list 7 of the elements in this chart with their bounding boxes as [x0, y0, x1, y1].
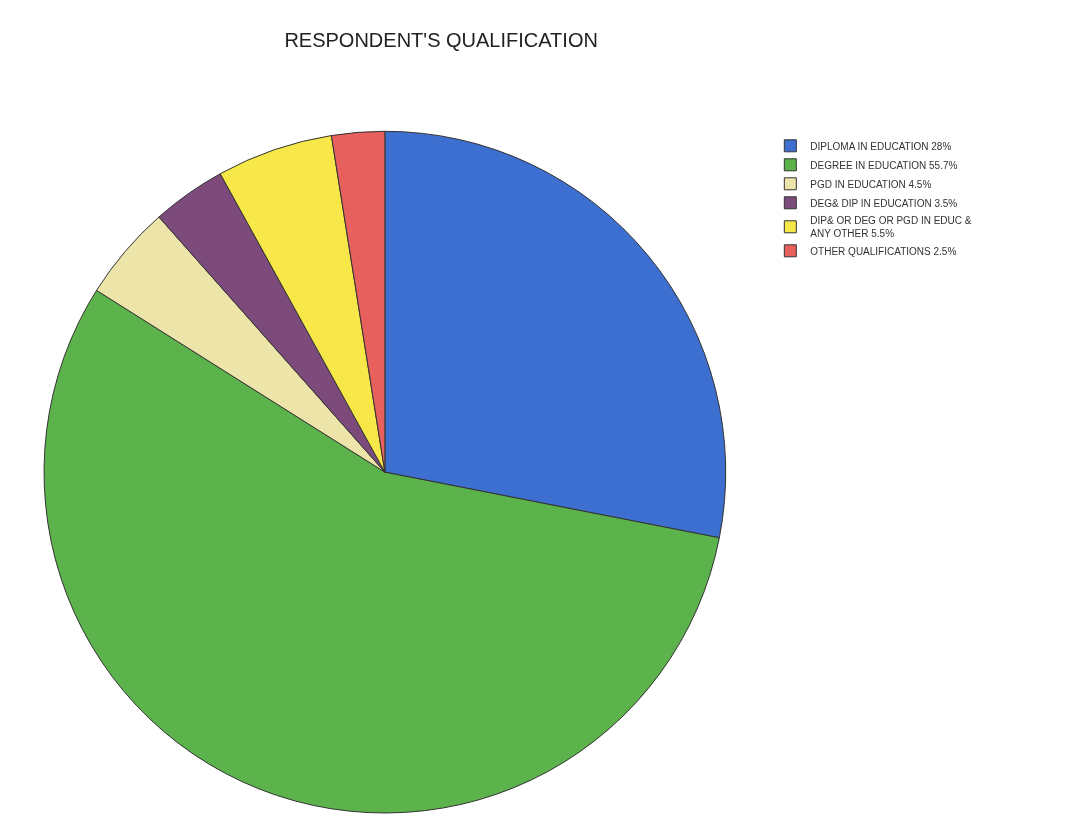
chart-title: RESPONDENT'S QUALIFICATION	[284, 28, 598, 51]
legend-label: PGD IN EDUCATION 4.5%	[810, 178, 932, 190]
legend-label: DEGREE IN EDUCATION 55.7%	[810, 159, 958, 171]
legend-label: DIPLOMA IN EDUCATION 28%	[810, 140, 952, 152]
legend-label: DIP& OR DEG OR PGD IN EDUC & ANY OTHER 5.5%	[810, 215, 972, 240]
legend-label: DEG& DIP IN EDUCATION 3.5%	[810, 197, 958, 209]
legend-label: OTHER QUALIFICATIONS 2.5%	[810, 245, 957, 257]
